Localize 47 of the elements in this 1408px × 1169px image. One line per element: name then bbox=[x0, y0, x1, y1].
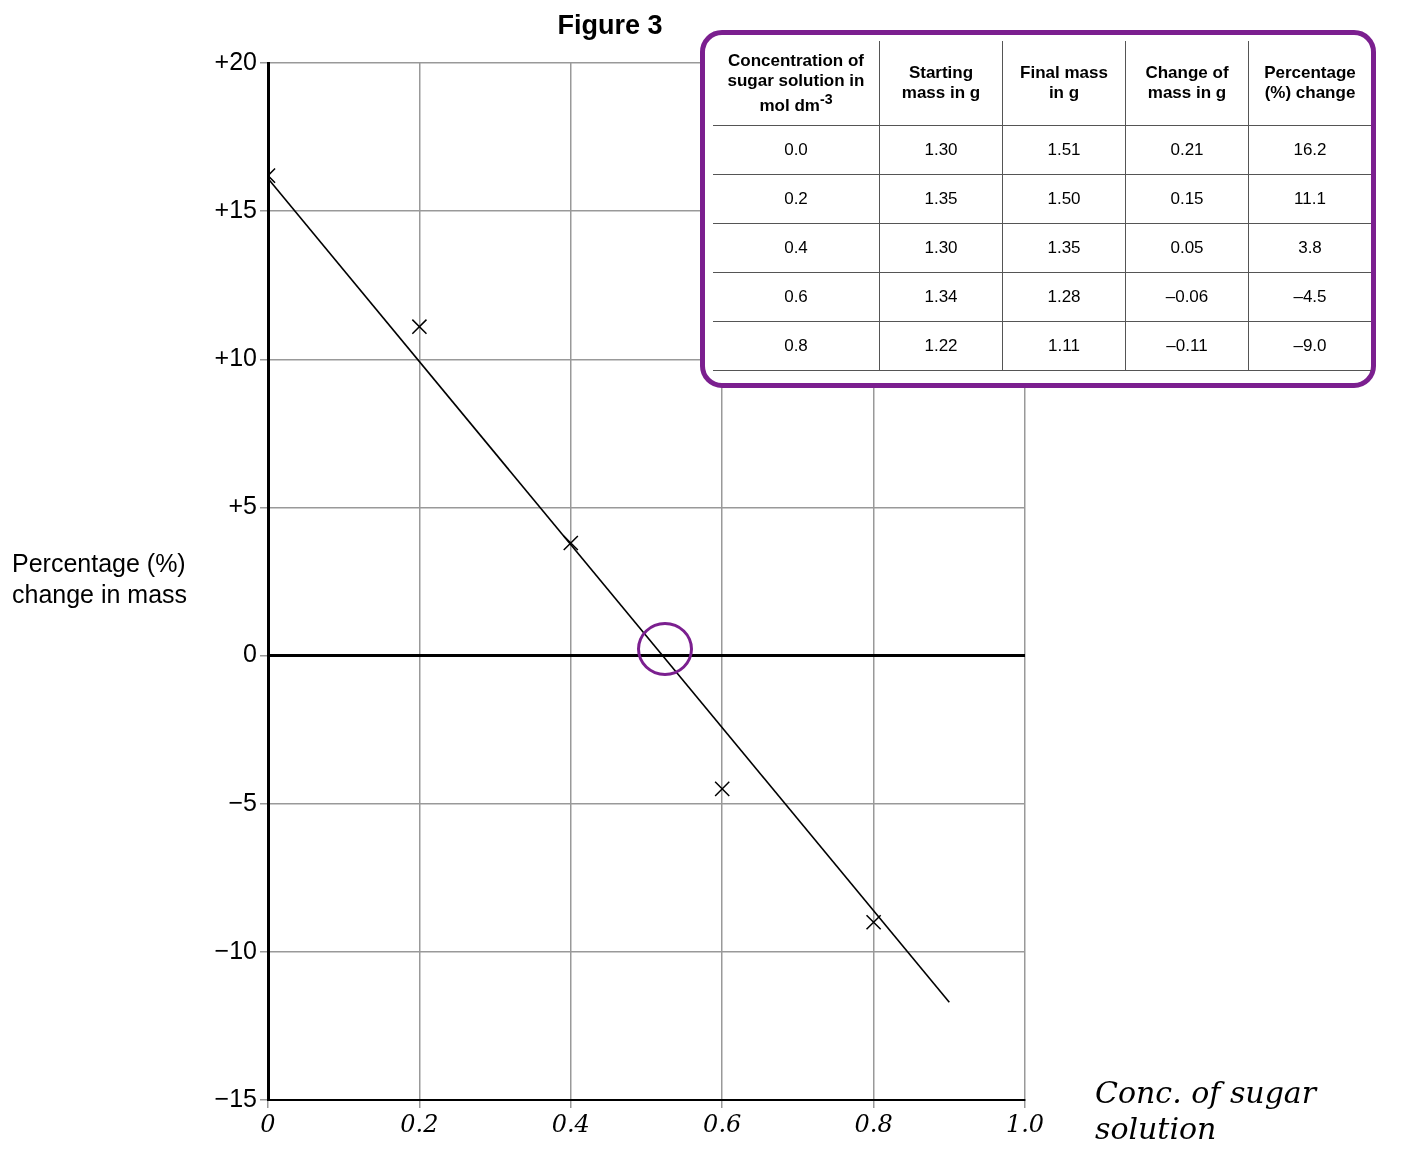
y-tick-label: 0 bbox=[243, 639, 257, 668]
text: 1.28 bbox=[1047, 287, 1081, 306]
text: 0.05 bbox=[1170, 238, 1204, 257]
y-tick-label: −15 bbox=[214, 1083, 257, 1112]
text: Percentage (%) change bbox=[1264, 63, 1356, 102]
annotation: 0.4 bbox=[713, 223, 880, 273]
y-tick-label: −10 bbox=[214, 935, 257, 964]
chart-title: Figure 3 bbox=[556, 10, 664, 41]
annotation: 0.0 bbox=[713, 125, 880, 175]
annotation: 0.2 bbox=[713, 174, 880, 224]
text: Change of mass in g bbox=[1145, 63, 1229, 102]
y-tick-label: +5 bbox=[228, 491, 257, 520]
text: 0.21 bbox=[1170, 140, 1204, 159]
text: –0.06 bbox=[1165, 287, 1209, 306]
x-tick-label: 0.4 bbox=[551, 1109, 590, 1138]
x-tick-label: 0 bbox=[260, 1109, 276, 1138]
text: 3.8 bbox=[1298, 238, 1322, 257]
x-tick-label: 0.2 bbox=[400, 1109, 439, 1138]
y-tick-label: +15 bbox=[214, 195, 257, 224]
x-axis-title: Conc. of sugar solution bbox=[1095, 1075, 1319, 1147]
y-tick-label: +20 bbox=[214, 46, 257, 75]
text: 0.15 bbox=[1170, 189, 1204, 208]
x-tick-label: 0.8 bbox=[854, 1109, 893, 1138]
text: –4.5 bbox=[1293, 287, 1327, 306]
text: –9.0 bbox=[1293, 336, 1327, 355]
y-axis-title: Percentage (%) change in mass bbox=[12, 548, 189, 610]
x-tick-label: 0.6 bbox=[703, 1109, 742, 1138]
text: 1.35 bbox=[1047, 238, 1081, 257]
annotation: 0.8 bbox=[713, 321, 880, 371]
text: 1.50 bbox=[1047, 189, 1081, 208]
annotation: 1.30 bbox=[879, 125, 1003, 175]
annotation: 1.30 bbox=[879, 223, 1003, 273]
text: –0.11 bbox=[1166, 336, 1208, 355]
text: 1.11 bbox=[1048, 336, 1080, 355]
text: 11.1 bbox=[1294, 189, 1326, 208]
text: 16.2 bbox=[1293, 140, 1327, 159]
annotation: 1.34 bbox=[879, 272, 1003, 322]
annotation: 1.35 bbox=[879, 174, 1003, 224]
annotation: Concentration of sugar solution in mol dm$^{-3}$ bbox=[713, 41, 880, 126]
y-tick-label: +10 bbox=[214, 343, 257, 372]
text: 1.51 bbox=[1047, 140, 1081, 159]
annotation: Starting mass in g bbox=[879, 41, 1003, 126]
annotation: 1.22 bbox=[879, 321, 1003, 371]
annotation: Final mass in g bbox=[1002, 41, 1126, 126]
x-tick-label: 1.0 bbox=[1005, 1109, 1045, 1138]
y-tick-label: −5 bbox=[228, 787, 257, 816]
annotation: 0.6 bbox=[713, 272, 880, 322]
